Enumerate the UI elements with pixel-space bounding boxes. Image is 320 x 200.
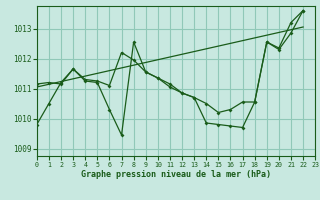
X-axis label: Graphe pression niveau de la mer (hPa): Graphe pression niveau de la mer (hPa) xyxy=(81,170,271,179)
